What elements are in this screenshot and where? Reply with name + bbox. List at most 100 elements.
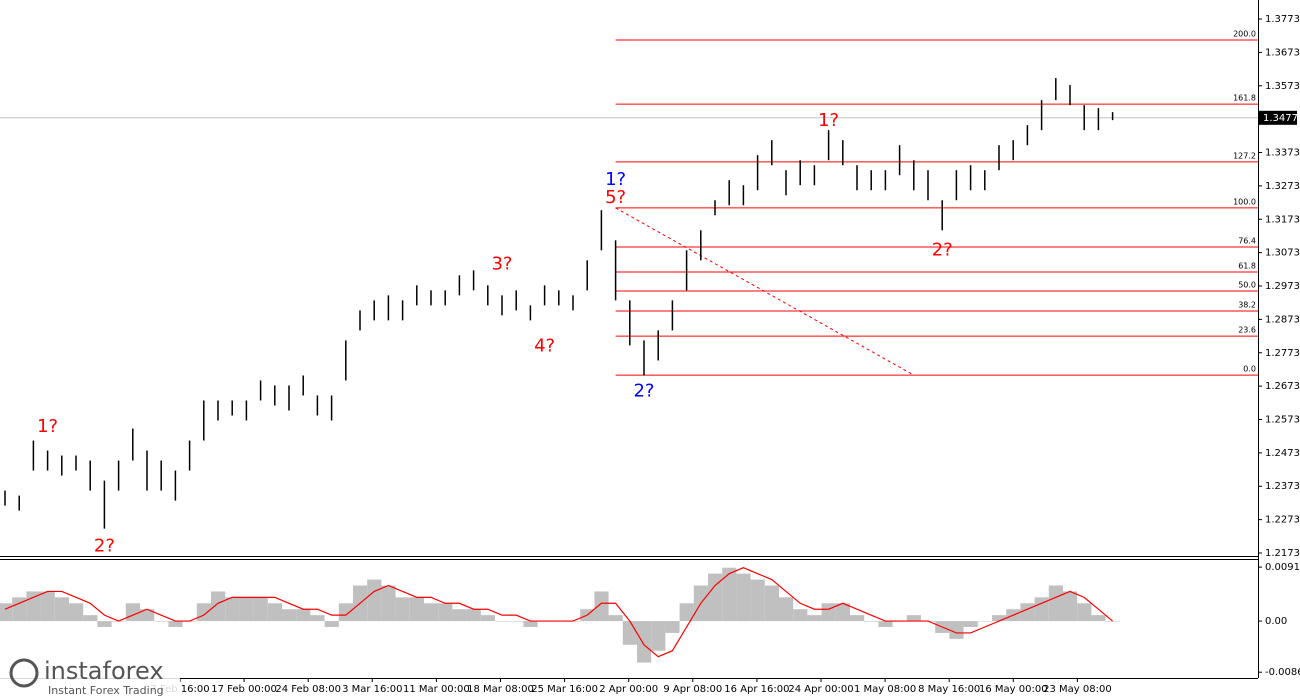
histogram-bar xyxy=(495,621,510,622)
histogram-bar xyxy=(651,621,666,651)
signal-line xyxy=(4,567,1113,658)
histogram-bar xyxy=(523,621,538,628)
histogram-bar xyxy=(282,609,297,622)
histogram-bar xyxy=(807,615,822,622)
histogram-bar xyxy=(296,609,311,622)
x-tick-label: 23 May 08:00 xyxy=(1043,684,1112,695)
x-tick-label: 1 May 08:00 xyxy=(854,684,916,695)
histogram-bar xyxy=(1105,621,1120,622)
histogram-bar xyxy=(125,603,140,622)
wave-label: 3? xyxy=(491,253,512,274)
logo-icon xyxy=(9,658,39,688)
wave-label: 4? xyxy=(534,335,555,356)
histogram-bar xyxy=(779,597,794,622)
fib-label: 161.8 xyxy=(1233,94,1256,103)
histogram-bar xyxy=(310,615,325,622)
histogram-bar xyxy=(637,621,652,663)
histogram-bar xyxy=(452,609,467,622)
logo-tagline: Instant Forex Trading xyxy=(48,684,164,697)
histogram-bar xyxy=(338,603,353,622)
histogram-bar xyxy=(764,585,779,622)
y-tick-label: 0.00 xyxy=(1265,616,1287,627)
histogram-bar xyxy=(1091,615,1106,622)
x-tick-label: 8 May 16:00 xyxy=(918,684,980,695)
wave-label: 1? xyxy=(37,416,58,437)
y-tick-label: 1.2273 xyxy=(1265,515,1300,526)
histogram-bar xyxy=(821,603,836,622)
histogram-bar xyxy=(466,609,481,622)
x-tick-label: 17 Feb 00:00 xyxy=(211,684,277,695)
y-tick-label: 1.2773 xyxy=(1265,348,1300,359)
y-tick-label: 1.3073 xyxy=(1265,248,1300,259)
histogram-bar xyxy=(83,615,98,622)
histogram-bar xyxy=(69,603,84,622)
fib-label: 50.0 xyxy=(1238,281,1256,290)
y-tick-label: 1.3673 xyxy=(1265,47,1300,58)
y-tick-label: 1.2173 xyxy=(1265,548,1300,559)
y-tick-label: 1.3573 xyxy=(1265,81,1300,92)
histogram-bar xyxy=(367,579,382,622)
x-tick-label: 24 Apr 00:00 xyxy=(788,684,853,695)
histogram-bar xyxy=(1020,603,1035,622)
histogram-bar xyxy=(424,603,439,622)
wave-label: 2? xyxy=(932,239,953,260)
wave-label: 2? xyxy=(633,380,654,401)
x-tick-label: 16 May 00:00 xyxy=(979,684,1048,695)
fib-label: 38.2 xyxy=(1238,301,1256,310)
fib-label: 61.8 xyxy=(1238,261,1256,270)
histogram-bar xyxy=(622,621,637,645)
histogram-bar xyxy=(509,621,524,622)
y-tick-label: 1.2973 xyxy=(1265,281,1300,292)
fib-label: 127.2 xyxy=(1233,151,1256,160)
histogram-bar xyxy=(225,597,240,622)
histogram-bar xyxy=(977,621,992,622)
y-tick-label: 1.3773 xyxy=(1265,14,1300,25)
histogram-bar xyxy=(594,591,609,622)
fib-label: 200.0 xyxy=(1233,30,1256,39)
fib-label: 0.0 xyxy=(1243,365,1256,374)
x-tick-label: 11 Mar 00:00 xyxy=(403,684,470,695)
histogram-bar xyxy=(708,573,723,622)
histogram-bar xyxy=(679,603,694,622)
y-tick-label: 1.2573 xyxy=(1265,415,1300,426)
histogram-bar xyxy=(211,591,226,622)
wave-label: 1? xyxy=(818,110,839,131)
histogram-bar xyxy=(963,621,978,628)
histogram-bar xyxy=(1034,597,1049,622)
fib-label: 100.0 xyxy=(1233,197,1256,206)
histogram-bar xyxy=(736,573,751,622)
logo-name: instaforex xyxy=(44,657,164,685)
histogram-bar xyxy=(750,579,765,622)
histogram-bar xyxy=(1077,603,1092,622)
histogram-bar xyxy=(267,603,282,622)
histogram-bar xyxy=(40,591,55,622)
y-tick-label: 1.3373 xyxy=(1265,148,1300,159)
histogram-bar xyxy=(992,615,1007,622)
histogram-bar xyxy=(608,615,623,622)
histogram-bar xyxy=(480,615,495,622)
histogram-bar xyxy=(793,609,808,622)
x-tick-label: 2 Apr 00:00 xyxy=(599,684,658,695)
wave-label: 2? xyxy=(94,536,115,557)
histogram-bar xyxy=(154,621,169,622)
y-tick-label: 1.2373 xyxy=(1265,481,1300,492)
histogram-bar xyxy=(409,597,424,622)
histogram-bar xyxy=(906,615,921,622)
histogram-bar xyxy=(438,603,453,622)
last-price-box xyxy=(1259,110,1297,125)
histogram-bar xyxy=(864,621,879,622)
y-tick-label: 1.2873 xyxy=(1265,314,1300,325)
x-tick-label: 18 Mar 08:00 xyxy=(467,684,534,695)
x-tick-label: 9 Apr 08:00 xyxy=(663,684,722,695)
histogram-bar xyxy=(324,621,339,628)
histogram-bar xyxy=(835,603,850,622)
y-tick-label: 1.3273 xyxy=(1265,181,1300,192)
y-tick-label: -0.00862 xyxy=(1265,667,1300,678)
wave-label: 5? xyxy=(605,187,626,208)
x-tick-label: 25 Mar 16:00 xyxy=(531,684,598,695)
y-tick-label: 1.2473 xyxy=(1265,448,1300,459)
histogram-bar xyxy=(140,609,155,622)
fib-label: 76.4 xyxy=(1238,236,1256,245)
